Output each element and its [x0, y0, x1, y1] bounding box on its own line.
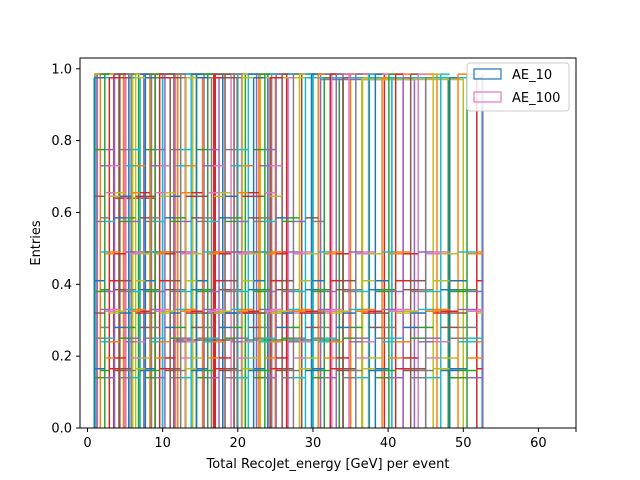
- x-tick-label: 30: [305, 436, 322, 451]
- x-tick-label: 40: [380, 436, 397, 451]
- y-axis: 0.0 0.2 0.4 0.6 0.8 1.0: [51, 62, 80, 437]
- y-tick-label: 0.8: [51, 134, 72, 149]
- x-axis-label: Total RecoJet_energy [GeV] per event: [206, 457, 450, 472]
- y-tick-label: 0.6: [51, 206, 72, 221]
- y-axis-label: Entries: [29, 220, 44, 266]
- x-tick-label: 50: [455, 436, 472, 451]
- legend-box: [466, 62, 570, 112]
- legend: AE_10 AE_100: [466, 62, 570, 112]
- legend-label-ae100: AE_100: [512, 91, 560, 106]
- plot-frame: [79, 57, 577, 429]
- x-tick-label: 60: [530, 436, 547, 451]
- legend-swatch-ae100: [473, 91, 502, 103]
- x-tick-label: 20: [230, 436, 247, 451]
- histogram-overlay: [93, 73, 484, 428]
- x-tick-label: 10: [154, 436, 171, 451]
- y-tick-label: 0.2: [51, 350, 72, 365]
- x-tick-label: 0: [83, 436, 91, 451]
- y-tick-label: 1.0: [51, 62, 72, 77]
- plot-area: [93, 73, 484, 428]
- x-axis: 0 10 20 30 40 50 60: [83, 428, 577, 451]
- y-tick-label: 0.4: [51, 278, 72, 293]
- legend-label-ae10: AE_10: [512, 68, 552, 83]
- histogram-bin: [391, 77, 483, 428]
- y-tick-label: 0.0: [51, 422, 72, 437]
- legend-swatch-ae10: [473, 68, 502, 80]
